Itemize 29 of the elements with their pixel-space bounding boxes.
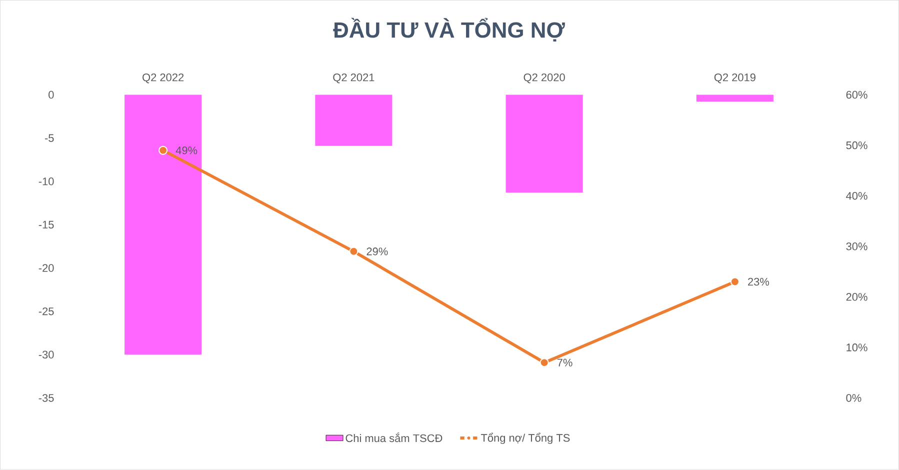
y2-tick-label: 60% bbox=[846, 91, 868, 99]
y-tick-label: -25 bbox=[38, 308, 54, 316]
point bbox=[730, 277, 740, 286]
y-tick-label: -35 bbox=[38, 394, 54, 402]
legend-label: Chi mua sắm TSCĐ bbox=[346, 432, 442, 442]
y2-tick-label: 40% bbox=[846, 192, 868, 200]
x-tick-label: Q2 2020 bbox=[524, 74, 565, 84]
legend-label: Tổng nợ/ Tổng TS bbox=[480, 432, 570, 444]
y2-tick-label: 0% bbox=[846, 394, 862, 402]
y-tick-label: -5 bbox=[44, 134, 54, 142]
data-label: 7% bbox=[557, 358, 572, 367]
chart-title: ĐẦU TƯ VÀ TỔNG NỢ bbox=[333, 18, 565, 42]
y2-tick-label: 50% bbox=[846, 142, 868, 150]
point bbox=[158, 146, 168, 155]
point bbox=[540, 358, 549, 368]
y2-tick-label: 20% bbox=[846, 293, 868, 301]
x-tick-label: Q2 2022 bbox=[142, 74, 184, 84]
y-tick-label: -20 bbox=[38, 264, 54, 272]
y-tick-label: 0 bbox=[48, 91, 54, 99]
y2-tick-label: 30% bbox=[846, 242, 868, 250]
y2-tick-label: 10% bbox=[846, 344, 868, 352]
y-tick-label: -10 bbox=[38, 178, 54, 186]
y-tick-label: -15 bbox=[38, 221, 54, 229]
data-label: 49% bbox=[176, 146, 198, 154]
data-label: 23% bbox=[748, 278, 770, 286]
x-tick-label: Q2 2021 bbox=[333, 74, 374, 84]
y-tick-label: -30 bbox=[38, 350, 54, 359]
data-label: 29% bbox=[366, 248, 388, 256]
x-tick-label: Q2 2019 bbox=[714, 74, 756, 84]
